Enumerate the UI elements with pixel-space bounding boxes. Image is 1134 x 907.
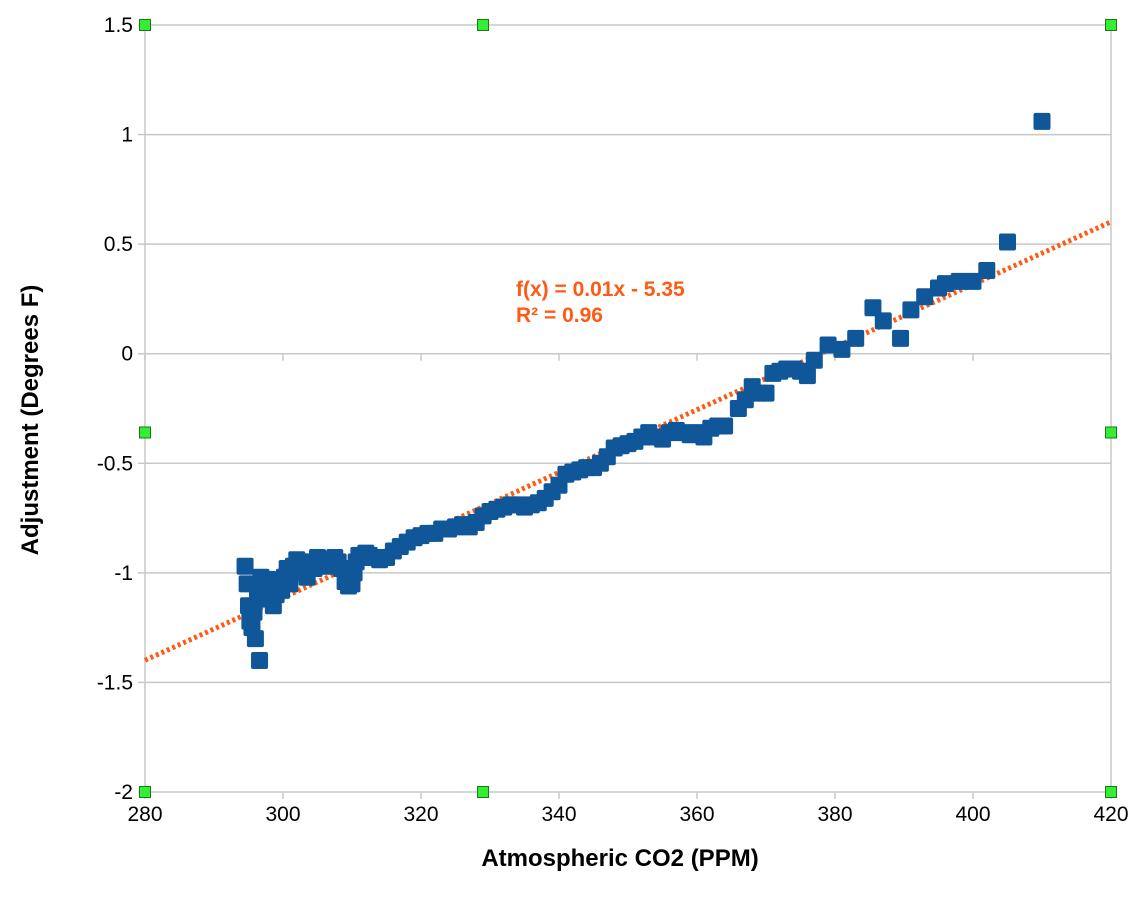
data-point xyxy=(950,272,968,290)
data-point xyxy=(245,603,263,621)
x-tick-label: 300 xyxy=(265,803,300,826)
y-axis-title: Adjustment (Degrees F) xyxy=(17,285,44,556)
resize-handle[interactable] xyxy=(139,426,151,439)
data-point xyxy=(716,417,734,435)
data-point xyxy=(736,391,754,409)
data-point xyxy=(902,301,920,319)
data-point xyxy=(874,312,892,330)
data-points xyxy=(236,112,1051,670)
data-point xyxy=(964,272,982,290)
x-tick-label: 380 xyxy=(817,803,852,826)
y-tick-label: -1.5 xyxy=(97,671,133,694)
resize-handle[interactable] xyxy=(139,786,151,798)
x-tick-label: 420 xyxy=(1093,803,1128,826)
y-tick-label: -1 xyxy=(114,562,133,585)
resize-handle[interactable] xyxy=(477,19,489,31)
data-point xyxy=(847,329,865,347)
data-point xyxy=(1033,112,1051,130)
data-point xyxy=(892,329,910,347)
selection-handles[interactable] xyxy=(139,19,1117,798)
x-tick-label: 400 xyxy=(955,803,990,826)
trendline-r-squared: R² = 0.96 xyxy=(516,304,603,327)
x-axis-title: Atmospheric CO2 (PPM) xyxy=(481,845,758,872)
x-tick-label: 280 xyxy=(127,803,162,826)
labels: Adjustment (Degrees F) Atmospheric CO2 (… xyxy=(17,278,759,872)
data-point xyxy=(916,288,934,306)
data-point xyxy=(236,557,254,575)
data-point xyxy=(805,351,823,369)
y-tick-label: -0.5 xyxy=(97,452,133,475)
axes xyxy=(138,24,1112,799)
y-tick-label: 0 xyxy=(121,343,133,366)
x-tick-label: 340 xyxy=(541,803,576,826)
y-tick-label: 1 xyxy=(121,124,133,147)
data-point xyxy=(757,384,775,402)
resize-handle[interactable] xyxy=(477,786,489,798)
data-point xyxy=(999,233,1016,251)
resize-handle[interactable] xyxy=(139,19,151,31)
y-tick-label: -2 xyxy=(114,781,133,804)
data-point xyxy=(936,275,954,293)
resize-handle[interactable] xyxy=(1105,426,1117,439)
resize-handle[interactable] xyxy=(1105,19,1117,31)
data-point xyxy=(864,299,882,317)
x-tick-label: 320 xyxy=(403,803,438,826)
resize-handle[interactable] xyxy=(1105,786,1117,798)
grid-lines xyxy=(145,24,1111,793)
data-point xyxy=(833,340,851,358)
y-tick-label: 1.5 xyxy=(104,14,133,37)
data-point xyxy=(798,367,816,385)
data-point xyxy=(819,336,837,354)
data-point xyxy=(246,630,264,648)
x-tick-label: 360 xyxy=(679,803,714,826)
data-point xyxy=(251,652,269,670)
y-tick-label: 0.5 xyxy=(104,233,133,256)
data-point xyxy=(978,261,996,279)
trendline-equation: f(x) = 0.01x - 5.35 xyxy=(516,278,685,301)
